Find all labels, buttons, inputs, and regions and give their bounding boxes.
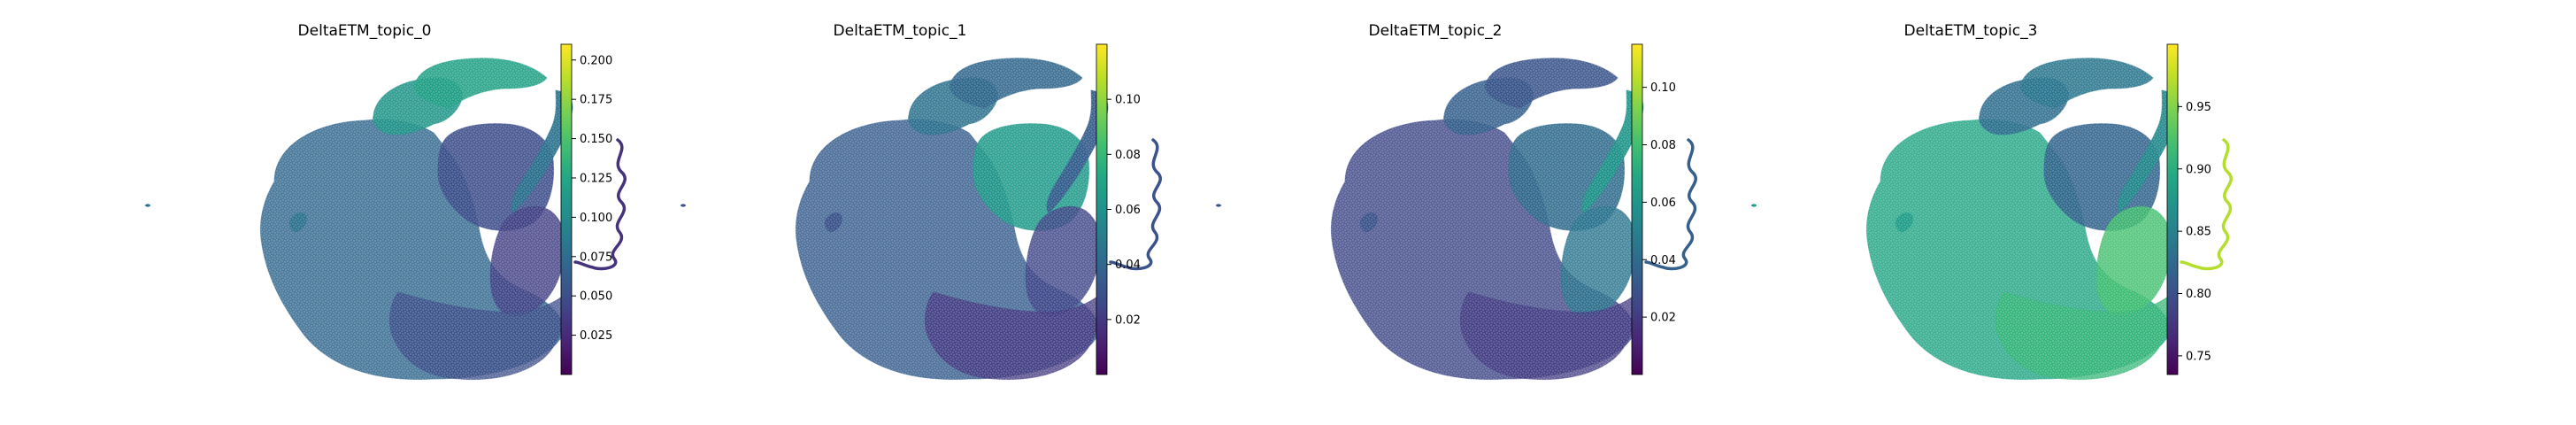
colorbar-gradient xyxy=(560,43,573,375)
umap-region-ribbon xyxy=(2180,138,2233,271)
umap-texture-lower-right xyxy=(2096,206,2172,316)
panel-title: DeltaETM_topic_1 xyxy=(834,22,967,40)
colorbar-tick-label: 0.06 xyxy=(1115,204,1141,217)
umap-panel-topic-1: DeltaETM_topic_1 0.02 0.04 0.06 0.08 0.10 xyxy=(668,0,1270,425)
umap-panel-topic-3: DeltaETM_topic_3 0.75 0.80 0.85 0.90 0.95 xyxy=(1739,0,2341,425)
umap-texture-inner-core xyxy=(2044,123,2160,231)
colorbar: 0.02 0.04 0.06 0.08 0.10 xyxy=(1096,43,1141,375)
umap-outlier-cluster xyxy=(1216,204,1221,207)
umap-texture-left-tip xyxy=(825,212,842,232)
umap-texture-bottom-arc xyxy=(1460,292,1635,380)
colorbar-tick-label: 0.04 xyxy=(1115,259,1141,272)
colorbar-gradient xyxy=(2166,43,2179,375)
umap-texture-right-stripe xyxy=(2117,90,2180,212)
colorbar: 0.02 0.04 0.06 0.08 0.10 xyxy=(1631,43,1676,375)
umap-region-ribbon xyxy=(573,138,627,271)
colorbar-tick-label: 0.02 xyxy=(1115,313,1141,327)
colorbar-gradient xyxy=(1631,43,1643,375)
colorbar-tick-label: 0.02 xyxy=(1650,312,1676,325)
umap-chart-0: DeltaETM_topic_0 0.025 0.050 0.075 0.100 0.12… xyxy=(145,22,627,381)
colorbar-tick-label: 0.95 xyxy=(2186,101,2211,114)
colorbar-tick-label: 0.075 xyxy=(580,251,612,264)
umap-texture-top-right-lobe xyxy=(2020,58,2153,108)
colorbar: 0.75 0.80 0.85 0.90 0.95 xyxy=(2166,43,2211,375)
umap-texture-right-stripe xyxy=(511,90,573,212)
colorbar-tick-label: 0.025 xyxy=(580,329,612,343)
umap-texture-right-stripe xyxy=(1581,90,1644,212)
colorbar-tick-label: 0.06 xyxy=(1650,197,1676,210)
umap-panel-topic-0: DeltaETM_topic_0 0.025 0.050 0.075 0.100 0.12… xyxy=(133,0,734,425)
umap-texture-top-right-lobe xyxy=(414,58,547,108)
umap-texture-lower-right xyxy=(1561,206,1636,316)
umap-outlier-cluster xyxy=(1751,204,1757,207)
umap-texture-inner-core xyxy=(1509,123,1625,231)
panel-title: DeltaETM_topic_2 xyxy=(1369,22,1503,40)
colorbar-tick-label: 0.125 xyxy=(580,172,612,185)
colorbar-tick-label: 0.08 xyxy=(1115,149,1141,162)
panel-title: DeltaETM_topic_3 xyxy=(1904,22,2038,40)
umap-texture-inner-core xyxy=(438,123,554,231)
umap-outlier-cluster xyxy=(145,204,150,207)
colorbar-tick-label: 0.75 xyxy=(2186,350,2211,363)
colorbar-tick-label: 0.85 xyxy=(2186,226,2211,239)
umap-chart-3: DeltaETM_topic_3 0.75 0.80 0.85 0.90 0.95 xyxy=(1751,22,2233,381)
umap-texture-lower-right xyxy=(1026,206,1101,316)
umap-texture-inner-core xyxy=(973,123,1089,231)
panel-title: DeltaETM_topic_0 xyxy=(298,22,432,40)
colorbar-tick-label: 0.150 xyxy=(580,133,612,146)
umap-panel-topic-2: DeltaETM_topic_2 0.02 0.04 0.06 0.08 0.10 xyxy=(1203,0,1805,425)
umap-outlier-cluster xyxy=(681,204,686,207)
umap-texture-top-right-lobe xyxy=(1485,58,1618,108)
umap-texture-left-tip xyxy=(289,212,307,232)
colorbar-tick-label: 0.10 xyxy=(1115,94,1141,107)
colorbar-tick-label: 0.10 xyxy=(1650,81,1676,95)
colorbar-tick-label: 0.04 xyxy=(1650,254,1676,267)
umap-texture-bottom-arc xyxy=(925,292,1100,380)
umap-chart-1: DeltaETM_topic_1 0.02 0.04 0.06 0.08 0.10 xyxy=(681,22,1162,381)
colorbar-gradient xyxy=(1096,43,1108,375)
colorbar-tick-label: 0.100 xyxy=(580,212,612,225)
colorbar-tick-label: 0.200 xyxy=(580,54,612,67)
colorbar: 0.025 0.050 0.075 0.100 0.125 0.150 0.175 0.200 xyxy=(560,43,612,375)
colorbar-tick-label: 0.80 xyxy=(2186,288,2211,301)
colorbar-tick-label: 0.90 xyxy=(2186,163,2211,176)
umap-chart-2: DeltaETM_topic_2 0.02 0.04 0.06 0.08 0.10 xyxy=(1216,22,1697,381)
umap-texture-left-tip xyxy=(1895,212,1913,232)
umap-texture-bottom-arc xyxy=(1995,292,2171,380)
umap-texture-left-tip xyxy=(1360,212,1378,232)
umap-texture-lower-right xyxy=(490,206,565,316)
umap-texture-bottom-arc xyxy=(389,292,565,380)
colorbar-tick-label: 0.175 xyxy=(580,94,612,107)
colorbar-tick-label: 0.08 xyxy=(1650,139,1676,152)
umap-texture-top-right-lobe xyxy=(950,58,1082,108)
umap-region-ribbon xyxy=(1109,138,1162,271)
colorbar-tick-label: 0.050 xyxy=(580,290,612,304)
umap-region-ribbon xyxy=(1644,138,1697,271)
umap-texture-right-stripe xyxy=(1046,90,1109,212)
